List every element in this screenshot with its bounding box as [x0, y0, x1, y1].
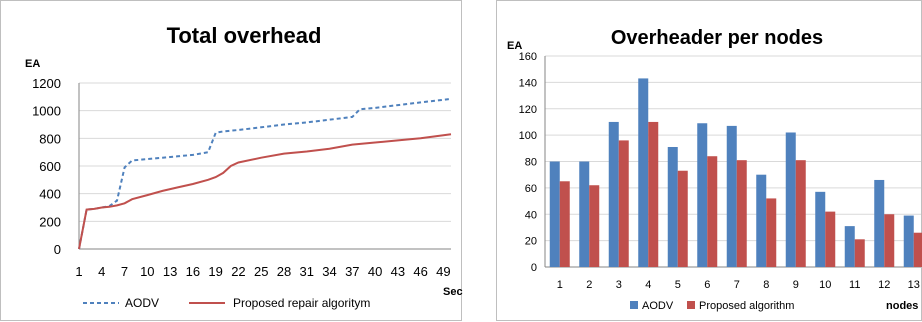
- chart-title: Total overhead: [167, 23, 322, 48]
- x-tick-label: 1: [557, 279, 563, 291]
- x-tick-label: 22: [231, 264, 245, 279]
- bar-aodv: [697, 123, 708, 267]
- x-axis-unit: nodes: [886, 300, 918, 312]
- x-tick-label: 49: [436, 264, 450, 279]
- y-tick-label: 100: [519, 130, 537, 142]
- legend-label: Proposed repair algoritym: [233, 296, 370, 310]
- y-tick-label: 80: [525, 157, 537, 169]
- x-tick-label: 31: [300, 264, 314, 279]
- x-tick-label: 9: [793, 279, 799, 291]
- bar-proposed: [854, 239, 865, 267]
- y-tick-label: 1000: [32, 104, 61, 119]
- bar-proposed: [677, 170, 688, 267]
- x-tick-label: 25: [254, 264, 268, 279]
- bar-proposed: [884, 214, 895, 267]
- y-tick-label: 120: [519, 104, 537, 116]
- y-tick-label: 0: [531, 262, 537, 274]
- bar-aodv: [608, 121, 619, 267]
- bar-proposed: [648, 121, 659, 267]
- legend-label: AODV: [125, 296, 159, 310]
- x-tick-label: 46: [413, 264, 427, 279]
- bar-proposed: [913, 232, 922, 267]
- x-tick-label: 10: [819, 279, 831, 291]
- legend-swatch: [630, 301, 638, 309]
- x-tick-label: 13: [163, 264, 177, 279]
- overhead-per-nodes-chart: Overheader per nodes EA 0 20 40 60 80 100 120 140…: [507, 27, 922, 312]
- y-tick-label: 400: [39, 187, 61, 202]
- bar-aodv: [815, 191, 826, 267]
- x-tick-label: 8: [763, 279, 769, 291]
- series-line-proposed: [78, 133, 452, 250]
- legend-label: AODV: [642, 300, 674, 312]
- y-tick-label: 140: [519, 77, 537, 89]
- x-tick-label: 34: [322, 264, 336, 279]
- bar-proposed: [766, 198, 777, 267]
- legend-label: Proposed algorithm: [699, 300, 794, 312]
- total-overhead-panel: Total overhead EA 0 200 400 600 800 1000 1200 1 4 7…: [0, 0, 463, 321]
- x-tick-label: 7: [734, 279, 740, 291]
- y-tick-label: 60: [525, 183, 537, 195]
- bar-aodv: [903, 215, 914, 267]
- bar-proposed: [559, 181, 570, 267]
- y-axis-unit: EA: [507, 40, 522, 52]
- x-tick-label: 13: [908, 279, 920, 291]
- bar-proposed: [618, 140, 629, 267]
- x-tick-label: 11: [849, 279, 860, 291]
- x-tick-label: 2: [586, 279, 592, 291]
- chart-title: Overheader per nodes: [611, 27, 823, 49]
- legend-swatch: [687, 301, 695, 309]
- bar-proposed: [736, 160, 747, 267]
- x-tick-label: 4: [645, 279, 651, 291]
- y-tick-label: 800: [39, 131, 61, 146]
- x-tick-label: 40: [368, 264, 382, 279]
- x-axis-unit: Sec: [443, 286, 463, 298]
- bar-aodv: [667, 146, 678, 267]
- x-tick-label: 4: [98, 264, 105, 279]
- total-overhead-chart: Total overhead EA 0 200 400 600 800 1000 1200 1 4 7…: [25, 23, 463, 310]
- bar-proposed: [707, 156, 718, 267]
- x-tick-label: 12: [878, 279, 890, 291]
- y-tick-label: 40: [525, 209, 537, 221]
- overhead-per-nodes-panel: Overheader per nodes EA 0 20 40 60 80 100 120 140…: [496, 0, 922, 321]
- x-tick-label: 3: [616, 279, 622, 291]
- x-tick-label: 7: [121, 264, 128, 279]
- bar-aodv: [874, 179, 885, 267]
- x-tick-label: 6: [704, 279, 710, 291]
- x-tick-label: 28: [277, 264, 291, 279]
- bar-aodv: [638, 78, 649, 267]
- x-tick-label: 43: [391, 264, 405, 279]
- y-tick-label: 20: [525, 236, 537, 248]
- y-tick-label: 1200: [32, 76, 61, 91]
- x-tick-label: 19: [208, 264, 222, 279]
- bar-proposed: [795, 160, 806, 267]
- series-line-aodv: [78, 97, 452, 250]
- y-tick-label: 600: [39, 159, 61, 174]
- bar-aodv: [549, 161, 560, 267]
- y-tick-label: 200: [39, 214, 61, 229]
- y-axis-unit: EA: [25, 58, 40, 70]
- x-tick-label: 16: [186, 264, 200, 279]
- bar-proposed: [589, 185, 600, 267]
- y-tick-label: 0: [54, 242, 61, 257]
- bar-proposed: [825, 211, 836, 267]
- bar-aodv: [726, 125, 737, 267]
- x-tick-label: 10: [140, 264, 154, 279]
- x-tick-label: 5: [675, 279, 681, 291]
- bar-aodv: [756, 174, 767, 267]
- y-tick-label: 160: [519, 51, 537, 63]
- x-tick-label: 37: [345, 264, 359, 279]
- x-tick-label: 1: [75, 264, 82, 279]
- bar-aodv: [844, 226, 855, 267]
- bar-aodv: [579, 161, 590, 267]
- bar-aodv: [785, 132, 796, 267]
